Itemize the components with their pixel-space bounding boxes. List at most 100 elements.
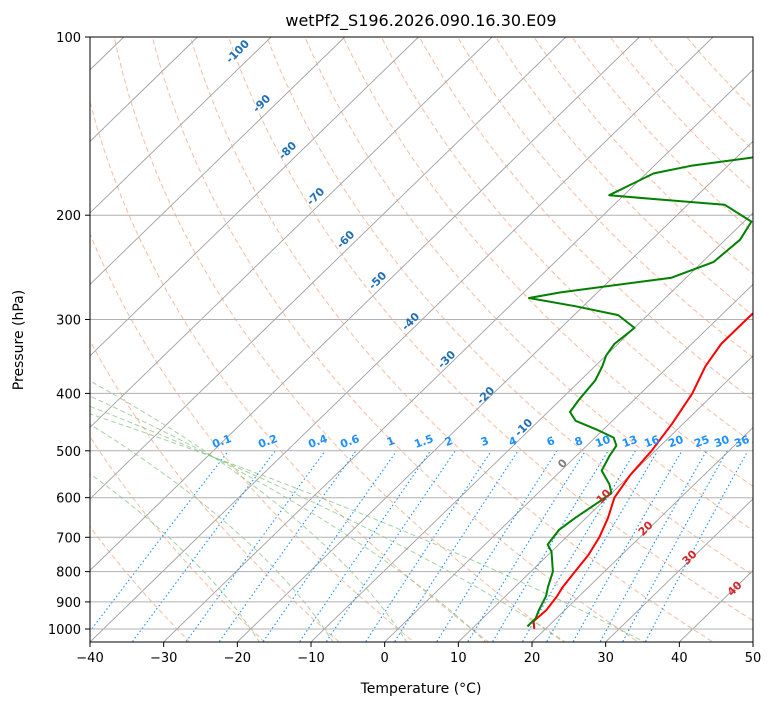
skew-isotherm-line (311, 212, 753, 642)
mixing-ratio-label: 10 (593, 433, 612, 451)
dry-adiabat-line (342, 37, 753, 488)
mixing-ratio-line (394, 450, 519, 642)
mixing-ratio-label: 1.5 (412, 432, 435, 451)
dry-adiabat-line (457, 37, 753, 359)
dry-adiabat-line (90, 435, 266, 642)
mixing-ratio-line (262, 450, 398, 642)
mixing-ratio-label: 3 (479, 434, 491, 449)
skew-isotherm-line (90, 37, 198, 142)
dry-adiabat-line (266, 37, 753, 576)
moist-adiabat-line (90, 413, 646, 642)
mixing-ratio-label: 6 (545, 434, 557, 449)
mixing-ratio-label: 16 (642, 433, 661, 451)
skew-isotherm-line (90, 37, 567, 500)
x-axis: −40 −30 −20 −10 0 10 20 30 40 50 (76, 642, 761, 666)
moist-adiabat-line (90, 473, 260, 642)
mixing-ratio-label: 0.1 (210, 432, 233, 451)
mixing-ratio-label: 1 (385, 434, 397, 449)
mixing-ratio-label: 20 (666, 433, 685, 451)
mixing-ratio-label: 25 (692, 433, 711, 450)
x-tick-label: 0 (381, 651, 389, 666)
dry-adiabat-line (533, 37, 753, 275)
moist-adiabat-line (90, 395, 487, 642)
skew-isotherm-line (384, 283, 753, 642)
dry-adiabat-line (90, 339, 340, 642)
temperature-line (532, 312, 753, 630)
y-tick-label: 900 (56, 596, 81, 611)
mixing-ratio-label: 36 (732, 433, 751, 451)
dry-adiabat-line (113, 37, 565, 642)
dry-adiabat-line (228, 37, 753, 622)
mixing-ratio-line (90, 450, 229, 633)
skew-isotherm-line (90, 37, 346, 285)
mixing-ratio-line (599, 450, 708, 642)
x-tick-label: 30 (597, 651, 614, 666)
dry-adiabat-line (151, 37, 640, 642)
chart-title: wetPf2_S196.2026.090.16.30.E09 (285, 11, 556, 31)
y-tick-label: 1000 (48, 623, 81, 638)
skew-isotherm-line (90, 37, 640, 572)
mixing-ratio-label: 0.2 (256, 432, 279, 451)
dry-adiabat-line (90, 525, 191, 642)
x-tick-label: −30 (150, 651, 177, 666)
x-axis-title: Temperature (°C) (360, 681, 482, 697)
mixing-ratio-line (132, 450, 276, 642)
pressure-grid (90, 37, 753, 630)
mixing-ratio-line (492, 450, 609, 642)
plot-frame (89, 36, 754, 643)
skew-isotherm-line (90, 37, 714, 642)
dry-adiabat-line (647, 37, 753, 151)
mixing-ratio-label: 13 (620, 433, 639, 450)
mixing-ratio-line (185, 450, 326, 642)
mixing-ratio-line (467, 450, 586, 642)
y-tick-label: 100 (56, 31, 81, 46)
skew-isotherm-line (237, 140, 753, 642)
y-tick-label: 500 (56, 445, 81, 460)
skew-isotherm-line (90, 37, 419, 357)
skew-isotherm-line (90, 37, 272, 214)
y-axis: 100 200 300 400 500 600 700 800 900 1000 (48, 31, 90, 638)
mixing-ratio-line (645, 450, 749, 642)
y-tick-label: 700 (56, 531, 81, 546)
x-tick-label: 20 (524, 651, 541, 666)
y-tick-label: 600 (56, 492, 81, 507)
mixing-ratio-label: 30 (712, 433, 731, 451)
skew-isotherm-line (163, 69, 753, 642)
mixing-ratio-label: 0.4 (306, 432, 329, 451)
mixing-ratio-line (622, 450, 728, 642)
y-tick-label: 200 (56, 209, 81, 224)
mixing-ratio-line (218, 450, 357, 642)
skew-isotherm-line (458, 355, 753, 642)
x-tick-label: 40 (671, 651, 688, 666)
dry-adiabat-line (304, 37, 753, 532)
mixing-ratio-label: 4 (507, 434, 519, 449)
dry-adiabat-line (418, 37, 753, 401)
mixing-ratio-line (299, 450, 431, 642)
y-axis-title: Pressure (hPa) (11, 290, 27, 390)
skew-isotherm-line (90, 37, 493, 429)
mixing-ratio-line (326, 450, 456, 642)
mixing-ratio-line (365, 450, 492, 642)
plot-area (90, 37, 753, 642)
mixing-ratio-label: 8 (573, 434, 585, 449)
mixing-ratio-label: 0.6 (338, 432, 361, 451)
y-tick-label: 300 (56, 313, 81, 328)
x-tick-label: 50 (745, 651, 762, 666)
y-tick-label: 800 (56, 566, 81, 581)
moist-adiabat-line (90, 405, 567, 642)
moist-adiabat-line (90, 423, 334, 642)
dry-adiabat-line (571, 37, 753, 233)
x-tick-label: 10 (450, 651, 467, 666)
dry-adiabat-line (380, 37, 753, 444)
dewpoint-line (526, 156, 753, 628)
dry-adiabat-line (189, 37, 714, 642)
skew-isotherm-line (605, 498, 753, 642)
skew-isotherm-line (532, 426, 753, 642)
mixing-ratio-label: 2 (443, 434, 455, 449)
mixing-ratio-line (572, 450, 683, 642)
background-lines (90, 37, 753, 642)
dry-adiabat-line (90, 100, 490, 642)
x-tick-label: −40 (76, 651, 103, 666)
y-tick-label: 400 (56, 387, 81, 402)
